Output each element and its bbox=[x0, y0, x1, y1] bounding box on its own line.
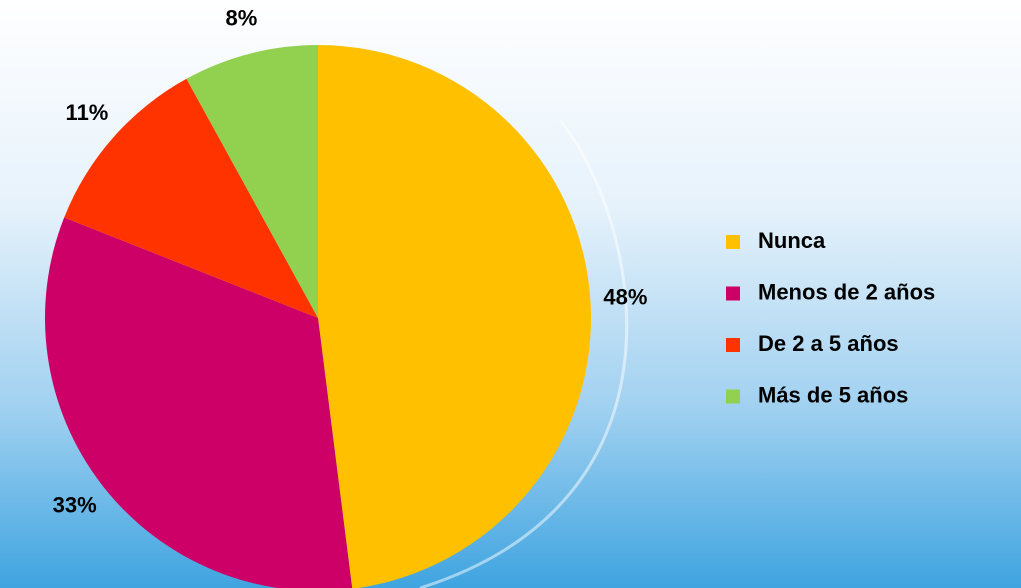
pie-slice bbox=[64, 78, 318, 318]
data-label: 11% bbox=[66, 100, 109, 125]
legend-swatch bbox=[726, 338, 740, 352]
decoration bbox=[419, 119, 629, 588]
legend-label: Más de 5 años bbox=[758, 382, 908, 407]
legend-swatch bbox=[726, 235, 740, 249]
legend-label: Menos de 2 años bbox=[758, 279, 935, 304]
pie-slice bbox=[318, 45, 591, 588]
data-label: 8% bbox=[226, 5, 258, 30]
legend-label: Nunca bbox=[758, 228, 826, 253]
legend-swatch bbox=[726, 389, 740, 404]
data-label: 48% bbox=[603, 284, 647, 309]
legend-label: De 2 a 5 años bbox=[758, 331, 899, 356]
data-label: 33% bbox=[53, 493, 97, 518]
legend-swatch bbox=[726, 286, 740, 301]
pie-slice bbox=[45, 217, 353, 588]
pie-slice bbox=[186, 45, 318, 318]
